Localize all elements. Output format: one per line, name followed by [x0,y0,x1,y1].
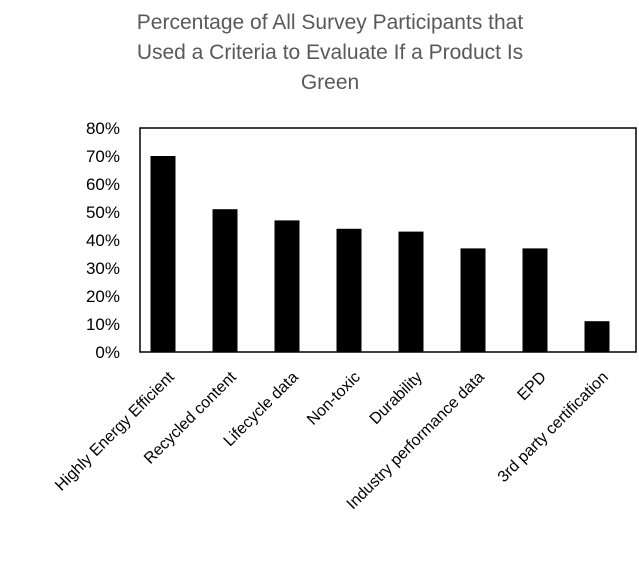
y-tick-label: 60% [86,175,120,194]
y-tick-label: 0% [95,343,120,362]
x-category-label: 3rd party certification [495,369,612,486]
y-tick-label: 20% [86,287,120,306]
y-tick-label: 10% [86,315,120,334]
y-tick-label: 70% [86,147,120,166]
y-axis-tick-labels: 0% 10% 20% 30% 40% 50% 60% 70% 80% [86,119,120,362]
bar [460,248,486,352]
x-category-label: EPD [515,369,550,404]
bar [336,228,362,352]
bar [584,321,610,352]
y-tick-label: 30% [86,259,120,278]
bar [522,248,548,352]
plot-area-frame [139,127,637,353]
chart-title: Percentage of All Survey Participants th… [136,11,524,94]
x-category-label: Non-toxic [304,369,364,429]
x-category-label: Durability [367,369,426,428]
bar [150,156,176,352]
bar [212,209,238,352]
bar [274,220,300,352]
y-tick-label: 80% [86,119,120,138]
x-category-label: Highly Energy Efficient [52,368,178,494]
y-tick-label: 40% [86,231,120,250]
bar [398,231,424,352]
y-tick-label: 50% [86,203,120,222]
bars-group [150,156,610,352]
